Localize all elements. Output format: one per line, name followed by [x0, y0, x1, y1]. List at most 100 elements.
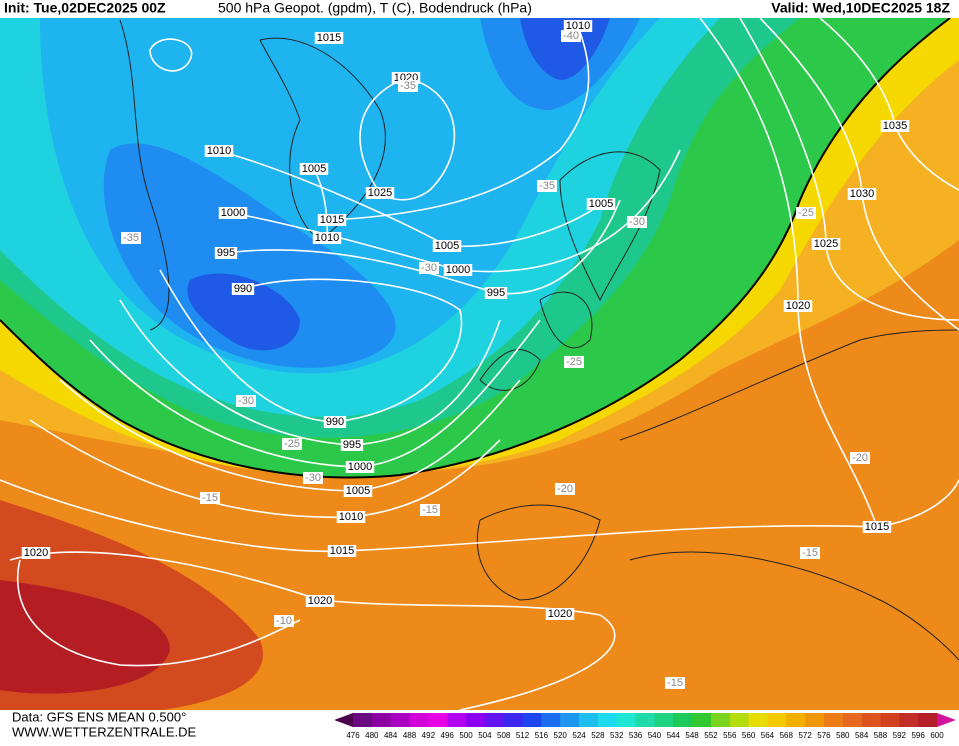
legend-label: 552: [704, 731, 718, 740]
temperature-label: -30: [419, 262, 439, 274]
isobar-label-text: 990: [326, 416, 344, 428]
temperature-label: -30: [627, 216, 647, 228]
isobar-label-box: [345, 461, 375, 473]
legend-label: 496: [441, 731, 455, 740]
legend-label: 484: [384, 731, 398, 740]
isobar-label-text: 995: [487, 287, 505, 299]
isobar-label-box: [317, 214, 347, 226]
temperature-label-text: -30: [629, 216, 645, 228]
isobar-label-text: 1020: [786, 300, 810, 312]
isobar-label-text: 995: [217, 247, 235, 259]
isobar-label-text: 1015: [317, 32, 341, 44]
temperature-label: -35: [398, 80, 418, 92]
temperature-label: -10: [274, 615, 294, 627]
temperature-label-box: [121, 232, 141, 244]
isobar-label: 1025: [811, 238, 841, 250]
isobar-label-box: [340, 439, 364, 451]
isobar-label: 1000: [345, 461, 375, 473]
isobar-label: 1035: [880, 120, 910, 132]
temperature-label-box: [398, 80, 418, 92]
data-source: Data: GFS ENS MEAN 0.500°: [12, 709, 186, 724]
legend-label: 568: [780, 731, 794, 740]
isobar-label: 1010: [336, 511, 366, 523]
isobar-label: 995: [340, 439, 364, 451]
legend-swatch: [673, 713, 693, 727]
legend-label: 556: [723, 731, 737, 740]
isobar-label-box: [783, 300, 813, 312]
temperature-label: -35: [537, 180, 557, 192]
legend-swatch: [842, 713, 863, 727]
isobar-label-text: 1015: [320, 214, 344, 226]
legend-swatch: [428, 713, 448, 727]
isobar-label-box: [484, 287, 508, 299]
isobar-label-text: 1020: [308, 595, 332, 607]
valid-time: Valid: Wed,10DEC2025 18Z: [771, 0, 950, 16]
legend-label: 532: [610, 731, 624, 740]
isobar-label-text: 1020: [548, 608, 572, 620]
legend-label: 524: [572, 731, 586, 740]
legend-swatch: [918, 713, 938, 727]
isobar-label: 1030: [847, 188, 877, 200]
legend-swatch: [805, 713, 825, 727]
isobar-label: 1010: [563, 20, 593, 32]
legend-label: 592: [893, 731, 907, 740]
temperature-label: -15: [800, 547, 820, 559]
legend-label: 564: [761, 731, 775, 740]
temperature-label-box: [555, 483, 575, 495]
color-legend: 476 480 484 488 492 496 500 504 508 512 516 520 524 5…: [334, 713, 956, 740]
isobar-label: 1000: [218, 207, 248, 219]
isobar-label: 1020: [305, 595, 335, 607]
temperature-label-text: -35: [539, 180, 555, 192]
temperature-label: -25: [564, 356, 584, 368]
temperature-label: -25: [282, 438, 302, 450]
isobar-label-text: 1010: [315, 232, 339, 244]
temperature-label: -40: [561, 30, 581, 42]
isobar-label-text: 995: [343, 439, 361, 451]
legend-swatch: [579, 713, 599, 727]
legend-arrow: [334, 713, 353, 727]
temperature-label: -15: [665, 677, 685, 689]
legend-swatch: [654, 713, 674, 727]
isobar-label-text: 1005: [435, 240, 459, 252]
isobar-label: 1000: [443, 264, 473, 276]
temperature-label-box: [850, 452, 870, 464]
temperature-label-text: -25: [798, 207, 814, 219]
isobar-label: 1020: [545, 608, 575, 620]
temperature-label-box: [236, 395, 256, 407]
temperature-label-box: [796, 207, 816, 219]
legend-swatch: [409, 713, 429, 727]
temperature-label-box: [200, 492, 220, 504]
field: [103, 143, 396, 368]
legend-label: 548: [685, 731, 699, 740]
legend-swatch: [861, 713, 881, 727]
temperature-label-box: [282, 438, 302, 450]
legend-label: 588: [874, 731, 888, 740]
legend-swatch: [390, 713, 411, 727]
legend-label: 492: [422, 731, 436, 740]
temperature-label-text: -35: [400, 80, 416, 92]
isobar-label-text: 1015: [330, 545, 354, 557]
legend-label: 516: [535, 731, 549, 740]
temperature-label-box: [537, 180, 557, 192]
legend-swatch: [466, 713, 486, 727]
temperature-label-text: -20: [852, 452, 868, 464]
temperature-label-text: -35: [123, 232, 139, 244]
isobar-label-box: [862, 521, 892, 533]
isobar-label-text: 990: [234, 283, 252, 295]
isobar-label: 1025: [365, 187, 395, 199]
legend-label: 508: [497, 731, 511, 740]
isobar-label-box: [343, 485, 373, 497]
temperature-label: -20: [555, 483, 575, 495]
legend-label: 520: [554, 731, 568, 740]
isobar-label-box: [214, 247, 238, 259]
legend-swatch: [748, 713, 768, 727]
isobar-label-box: [563, 20, 593, 32]
legend-label: 600: [930, 731, 944, 740]
isobar-label-text: 1005: [346, 485, 370, 497]
legend-label: 476: [346, 731, 360, 740]
legend-swatch: [371, 713, 392, 727]
isobar-label-text: 1010: [566, 20, 590, 32]
legend-swatch: [484, 713, 505, 727]
isobar-label: 995: [484, 287, 508, 299]
isobar-label-text: 1010: [339, 511, 363, 523]
